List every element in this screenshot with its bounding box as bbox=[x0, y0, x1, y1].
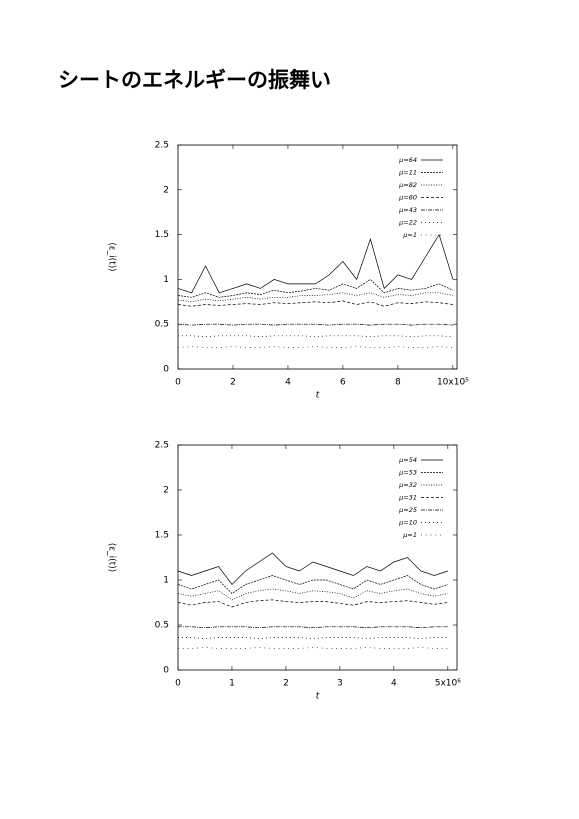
series-line bbox=[177, 292, 453, 303]
legend-label: μ=22 bbox=[398, 219, 417, 227]
y-axis-label: ⟨ε_i(t)⟩ bbox=[107, 543, 117, 572]
y-tick-label: 2.5 bbox=[155, 441, 169, 451]
legend-label: μ=32 bbox=[398, 481, 417, 489]
legend-label: μ=31 bbox=[398, 494, 417, 502]
y-tick-label: 0.5 bbox=[155, 320, 169, 330]
y-tick-label: 1.5 bbox=[155, 230, 169, 240]
series-line bbox=[177, 300, 453, 307]
series-line bbox=[177, 575, 448, 594]
x-axis-label: t bbox=[316, 391, 320, 401]
series-line bbox=[177, 323, 453, 326]
series-line bbox=[178, 637, 448, 639]
y-tick-label: 0 bbox=[163, 666, 169, 676]
series-line bbox=[177, 599, 448, 608]
x-tick-label: 2 bbox=[230, 378, 236, 388]
y-tick-label: 1 bbox=[163, 275, 169, 285]
plot-frame bbox=[177, 144, 458, 370]
legend-label: μ=54 bbox=[398, 456, 417, 464]
y-tick-label: 2 bbox=[163, 486, 169, 496]
x-tick-label: 0 bbox=[175, 378, 181, 388]
x-tick-label: 4 bbox=[391, 679, 397, 689]
page-title: シートのエネルギーの振舞い bbox=[58, 68, 331, 92]
legend-label: μ=11 bbox=[398, 169, 417, 177]
y-tick-label: 1 bbox=[163, 576, 169, 586]
series-line bbox=[178, 335, 453, 338]
x-tick-label: 4 bbox=[285, 378, 291, 388]
legend-label: μ=1 bbox=[402, 531, 417, 539]
series-line bbox=[177, 346, 453, 348]
x-tick-label: 6 bbox=[340, 378, 346, 388]
x-tick-label: 10x10⁵ bbox=[437, 378, 469, 388]
series-line bbox=[177, 278, 454, 298]
series-line bbox=[178, 647, 448, 649]
legend-label: μ=10 bbox=[398, 519, 417, 527]
y-tick-label: 0 bbox=[163, 365, 169, 375]
legend-label: μ=25 bbox=[398, 506, 417, 514]
legend-label: μ=64 bbox=[398, 156, 417, 164]
y-tick-label: 1.5 bbox=[155, 531, 169, 541]
y-tick-label: 2 bbox=[163, 185, 169, 195]
legend-label: μ=60 bbox=[398, 194, 417, 202]
y-tick-label: 2.5 bbox=[155, 141, 169, 151]
y-tick-label: 0.5 bbox=[155, 621, 169, 631]
x-tick-label: 1 bbox=[229, 679, 235, 689]
series-line bbox=[177, 552, 448, 586]
legend-label: μ=53 bbox=[398, 469, 417, 477]
series-line bbox=[177, 233, 454, 294]
x-tick-label: 8 bbox=[395, 378, 401, 388]
legend-label: μ=82 bbox=[398, 181, 417, 189]
x-tick-label: 2 bbox=[283, 679, 289, 689]
x-tick-label: 3 bbox=[337, 679, 343, 689]
legend-label: μ=1 bbox=[402, 231, 417, 239]
series-line bbox=[178, 626, 448, 629]
legend-label: μ=43 bbox=[398, 206, 417, 214]
plot-frame bbox=[177, 444, 458, 671]
x-tick-label: 0 bbox=[175, 679, 181, 689]
series-line bbox=[177, 588, 448, 601]
x-axis-label: t bbox=[316, 692, 320, 702]
y-axis-label: ⟨ε_i(t)⟩ bbox=[107, 242, 117, 271]
x-tick-label: 5x10⁶ bbox=[435, 679, 462, 689]
